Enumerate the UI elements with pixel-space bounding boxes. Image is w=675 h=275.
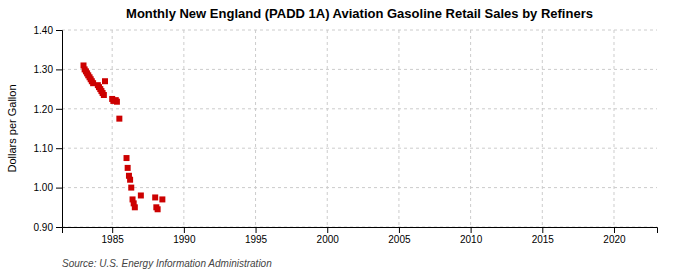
point: [101, 92, 107, 98]
grid-line: [62, 30, 657, 31]
tick: 2020: [603, 227, 626, 245]
tick-mark: [56, 188, 62, 189]
tick: 2010: [460, 227, 483, 245]
grid-line: [470, 30, 471, 227]
tick-mark: [56, 148, 62, 149]
point: [127, 177, 133, 183]
tick-label: 1995: [245, 234, 268, 245]
grid-line: [327, 30, 328, 227]
grid-line: [62, 187, 657, 188]
point: [114, 99, 120, 105]
tick-mark: [471, 227, 472, 233]
tick-label: 1990: [173, 234, 196, 245]
axis-line: [63, 228, 658, 234]
tick: 2000: [317, 227, 340, 245]
tick-mark: [56, 30, 62, 31]
point: [138, 192, 144, 198]
point: [116, 116, 122, 122]
point: [132, 204, 138, 210]
tick: 1.30: [34, 64, 62, 75]
tick-mark: [56, 227, 62, 228]
tick-label: 1.10: [34, 143, 54, 154]
point: [102, 78, 108, 84]
points: [81, 62, 166, 212]
point: [152, 194, 158, 200]
grid-line: [62, 108, 657, 109]
tick-mark: [614, 227, 615, 233]
tick-label: 1.20: [34, 104, 54, 115]
point: [128, 185, 134, 191]
tick-label: 2020: [603, 234, 626, 245]
grid-line: [542, 30, 543, 227]
tick-mark: [542, 227, 543, 233]
point: [124, 155, 130, 161]
tick-label: 0.90: [34, 222, 54, 233]
tick-label: 2010: [460, 234, 483, 245]
tick: 1.40: [34, 25, 62, 36]
tick-mark: [399, 227, 400, 233]
tick: 1.00: [34, 182, 62, 193]
tick-label: 1985: [102, 234, 125, 245]
tick-mark: [56, 69, 62, 70]
tick-mark: [327, 227, 328, 233]
tick-mark: [256, 227, 257, 233]
grid-line: [255, 30, 256, 227]
chart: 1985 1990 1995 2000 2005 2010 2015 2020 0.90 1.00…: [0, 0, 675, 275]
tick: 1985: [102, 227, 125, 245]
point: [155, 206, 161, 212]
tick-mark: [112, 227, 113, 233]
tick-mark: [56, 109, 62, 110]
grid-line: [112, 30, 113, 227]
grid-line: [62, 148, 657, 149]
tick: 1995: [245, 227, 268, 245]
tick-label: 2005: [388, 234, 411, 245]
tick-label: 1.30: [34, 64, 54, 75]
grid-line: [62, 69, 657, 70]
tick-mark: [184, 227, 185, 233]
tick: 2015: [532, 227, 555, 245]
tick-label: 1.00: [34, 182, 54, 193]
point: [159, 196, 165, 202]
plot: 1985 1990 1995 2000 2005 2010 2015 2020 0.90 1.00…: [34, 25, 658, 245]
y-axis: 0.90 1.00 1.10 1.20 1.30 1.40: [34, 25, 63, 233]
source: Source: U.S. Energy Information Administ…: [62, 258, 272, 269]
grid-line: [183, 30, 184, 227]
tick: 2005: [388, 227, 411, 245]
grid-line: [613, 30, 614, 227]
grid: [62, 30, 657, 227]
y-axis-title: Dollars per Gallon: [6, 84, 18, 172]
tick: 1.10: [34, 143, 62, 154]
point: [125, 165, 131, 171]
title: Monthly New England (PADD 1A) Aviation G…: [126, 6, 593, 21]
tick-label: 1.40: [34, 25, 54, 36]
tick-label: 2015: [532, 234, 555, 245]
tick: 0.90: [34, 222, 62, 233]
grid-line: [398, 30, 399, 227]
tick-label: 2000: [317, 234, 340, 245]
x-axis: 1985 1990 1995 2000 2005 2010 2015 2020: [63, 227, 658, 245]
tick: 1990: [173, 227, 196, 245]
axis-line: [56, 31, 63, 228]
tick: 1.20: [34, 104, 62, 115]
